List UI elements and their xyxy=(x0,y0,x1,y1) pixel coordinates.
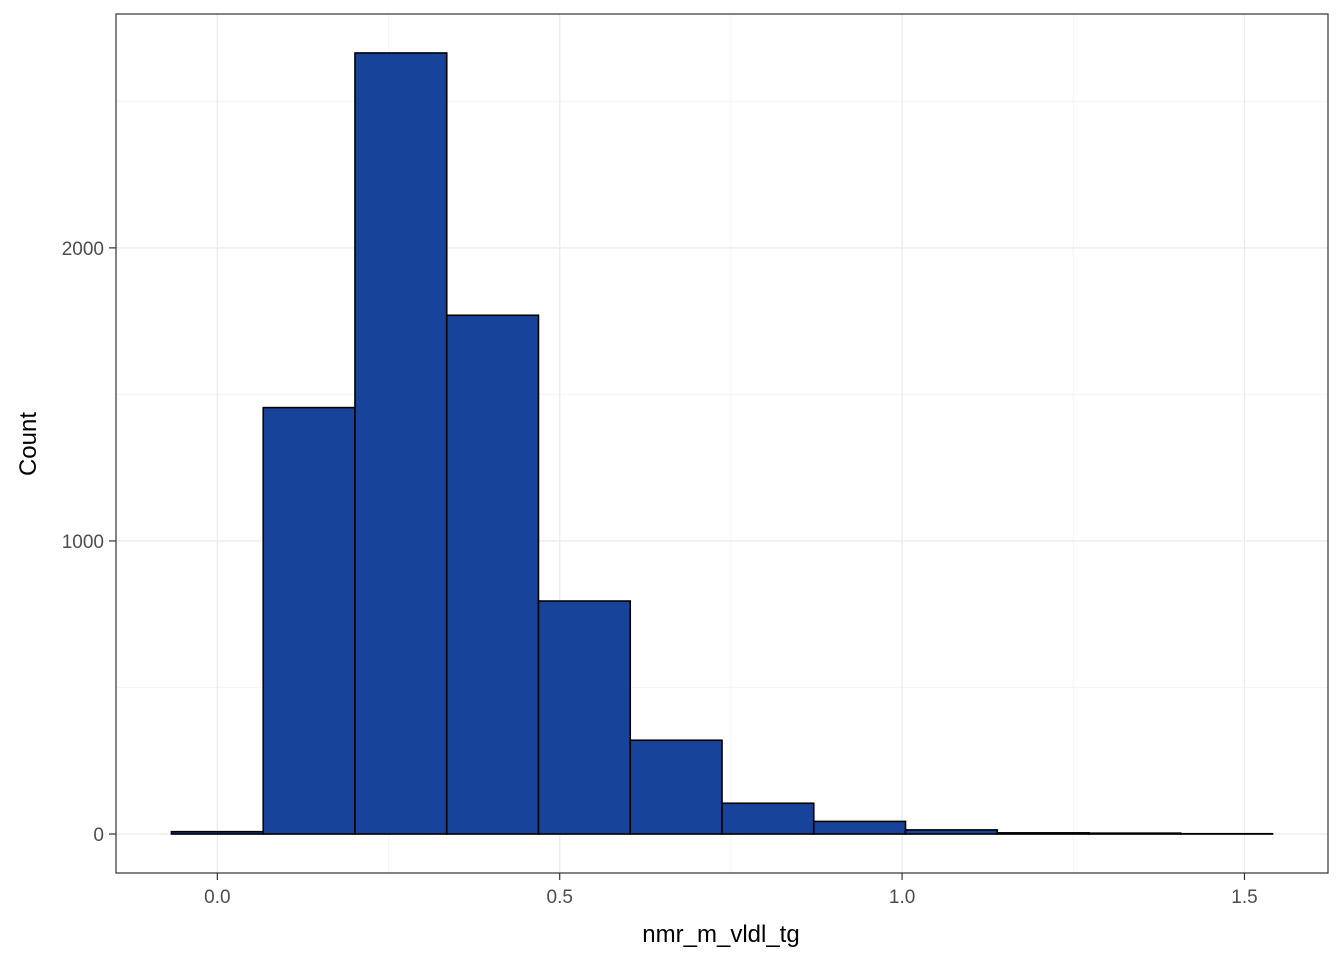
y-tick-label: 2000 xyxy=(62,239,104,260)
histogram-bar xyxy=(629,739,723,835)
histogram-bar xyxy=(170,830,265,835)
x-axis-title: nmr_m_vldl_tg xyxy=(642,921,799,948)
histogram-bar xyxy=(354,52,448,835)
histogram-bar xyxy=(537,600,632,835)
x-tick-label: 0.5 xyxy=(547,887,573,908)
y-axis-title: Count xyxy=(15,412,42,476)
x-axis-ticks: 0.0 0.5 1.0 1.5 xyxy=(204,873,1258,908)
histogram-bar xyxy=(721,802,815,835)
x-tick-label: 1.5 xyxy=(1231,887,1257,908)
y-tick-label: 1000 xyxy=(62,532,104,553)
histogram-bar xyxy=(445,314,540,835)
x-tick-label: 1.0 xyxy=(889,887,915,908)
y-axis-ticks: 0 1000 2000 xyxy=(62,239,116,846)
histogram-bars xyxy=(170,52,1274,835)
histogram-bar xyxy=(1088,832,1182,835)
histogram-bar xyxy=(812,820,907,835)
y-tick-label: 0 xyxy=(93,825,104,846)
panel-border xyxy=(115,13,1329,874)
histogram-bar xyxy=(262,406,356,835)
histogram-bar xyxy=(904,829,999,835)
histogram-bar xyxy=(996,832,1090,835)
x-tick-label: 0.0 xyxy=(204,887,230,908)
